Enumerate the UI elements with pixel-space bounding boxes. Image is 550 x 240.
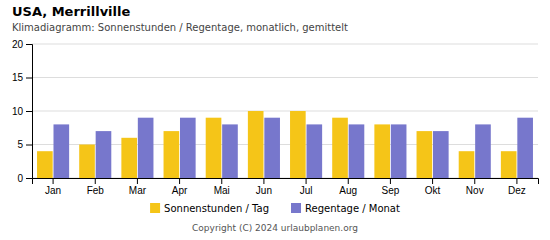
x-tick: Jul bbox=[300, 178, 313, 196]
x-tick: Nov bbox=[466, 178, 484, 196]
tick-mark bbox=[26, 111, 32, 112]
tick-mark bbox=[179, 178, 180, 184]
x-axis: Jan Feb Mar Apr Mai Jun Jul Aug Sep Okt Nov Dez bbox=[33, 178, 539, 196]
bar bbox=[222, 124, 238, 178]
x-tick: Dez bbox=[508, 178, 526, 196]
tick-mark bbox=[26, 78, 32, 79]
annotation: Copyright (C) 2024 urlaubplanen.org bbox=[192, 223, 358, 233]
subtitle: Klimadiagramm: Sonnenstunden / Regentage… bbox=[12, 22, 348, 33]
grid-line bbox=[32, 77, 538, 78]
title: USA, Merrillville bbox=[12, 4, 130, 19]
tick-label: 15 bbox=[12, 72, 24, 83]
tick-mark bbox=[26, 178, 32, 179]
bar bbox=[37, 151, 53, 178]
tick-label: Okt bbox=[425, 185, 441, 196]
legend-label: Sonnenstunden / Tag bbox=[164, 203, 269, 214]
tick-label: 0 bbox=[17, 173, 23, 184]
y-tick: 10 bbox=[12, 106, 32, 117]
x-tick: Jun bbox=[256, 178, 272, 196]
tick-mark bbox=[390, 178, 391, 184]
y-tick: 5 bbox=[17, 139, 32, 150]
tick-mark bbox=[432, 178, 433, 184]
tick-label: Mai bbox=[214, 185, 230, 196]
tick-mark bbox=[263, 178, 264, 184]
tick-label: Sep bbox=[382, 185, 400, 196]
bar bbox=[138, 118, 154, 178]
bar bbox=[417, 131, 433, 178]
grid bbox=[32, 44, 538, 178]
bar bbox=[517, 118, 533, 178]
bar bbox=[306, 124, 322, 178]
bar bbox=[290, 111, 306, 178]
tick-mark bbox=[348, 178, 349, 184]
tick-label: Feb bbox=[87, 185, 105, 196]
bar bbox=[433, 131, 449, 178]
tick-label: Jun bbox=[256, 185, 272, 196]
tick-mark bbox=[26, 44, 32, 45]
bars bbox=[37, 111, 533, 178]
axis-domain bbox=[26, 45, 33, 179]
axis-domain bbox=[33, 179, 539, 185]
x-tick: Mar bbox=[129, 178, 147, 196]
tick-mark bbox=[306, 178, 307, 184]
tick-label: Nov bbox=[466, 185, 484, 196]
tick-mark bbox=[137, 178, 138, 184]
bar bbox=[475, 124, 491, 178]
x-tick: Okt bbox=[425, 178, 441, 196]
legend-swatch bbox=[150, 203, 160, 213]
bar bbox=[164, 131, 180, 178]
y-tick: 20 bbox=[12, 39, 32, 50]
chart: USA, Merrillville Klimadiagramm: Sonnenst… bbox=[0, 0, 550, 240]
bar bbox=[96, 131, 112, 178]
bar-series bbox=[53, 118, 532, 178]
bar bbox=[180, 118, 196, 178]
bar bbox=[248, 111, 264, 178]
bar bbox=[53, 124, 69, 178]
tick-label: 10 bbox=[12, 106, 24, 117]
x-tick: Aug bbox=[339, 178, 357, 196]
tick-mark bbox=[516, 178, 517, 184]
tick-label: Mar bbox=[129, 185, 147, 196]
grid-line bbox=[32, 111, 538, 112]
legend: Sonnenstunden / Tag Regentage / Monat bbox=[150, 203, 400, 214]
legend-swatch bbox=[291, 203, 301, 213]
tick-mark bbox=[474, 178, 475, 184]
tick-mark bbox=[95, 178, 96, 184]
tick-label: Dez bbox=[508, 185, 526, 196]
bar bbox=[374, 124, 390, 178]
grid-line bbox=[32, 44, 538, 45]
tick-mark bbox=[26, 145, 32, 146]
y-tick: 0 bbox=[17, 173, 32, 184]
x-tick: Apr bbox=[172, 178, 188, 196]
tick-mark bbox=[221, 178, 222, 184]
bar bbox=[332, 118, 348, 178]
tick-label: Jul bbox=[300, 185, 313, 196]
bar bbox=[264, 118, 280, 178]
tick-label: Jan bbox=[45, 185, 61, 196]
bar-series bbox=[37, 111, 516, 178]
legend-label: Regentage / Monat bbox=[305, 203, 400, 214]
bar bbox=[459, 151, 475, 178]
y-tick: 15 bbox=[12, 72, 32, 83]
tick-label: 5 bbox=[17, 139, 23, 150]
tick-mark bbox=[53, 178, 54, 184]
legend-item: Sonnenstunden / Tag bbox=[150, 203, 269, 214]
x-tick: Sep bbox=[382, 178, 400, 196]
bar bbox=[349, 124, 365, 178]
bar bbox=[206, 118, 222, 178]
x-tick: Mai bbox=[214, 178, 230, 196]
x-tick: Feb bbox=[87, 178, 105, 196]
x-tick: Jan bbox=[45, 178, 61, 196]
tick-label: 20 bbox=[12, 39, 24, 50]
bar bbox=[121, 138, 137, 178]
y-axis: 0 5 10 15 20 bbox=[12, 39, 33, 184]
tick-label: Apr bbox=[172, 185, 188, 196]
tick-label: Aug bbox=[339, 185, 357, 196]
bar bbox=[501, 151, 517, 178]
bar bbox=[79, 145, 95, 179]
bar bbox=[391, 124, 407, 178]
legend-item: Regentage / Monat bbox=[291, 203, 400, 214]
